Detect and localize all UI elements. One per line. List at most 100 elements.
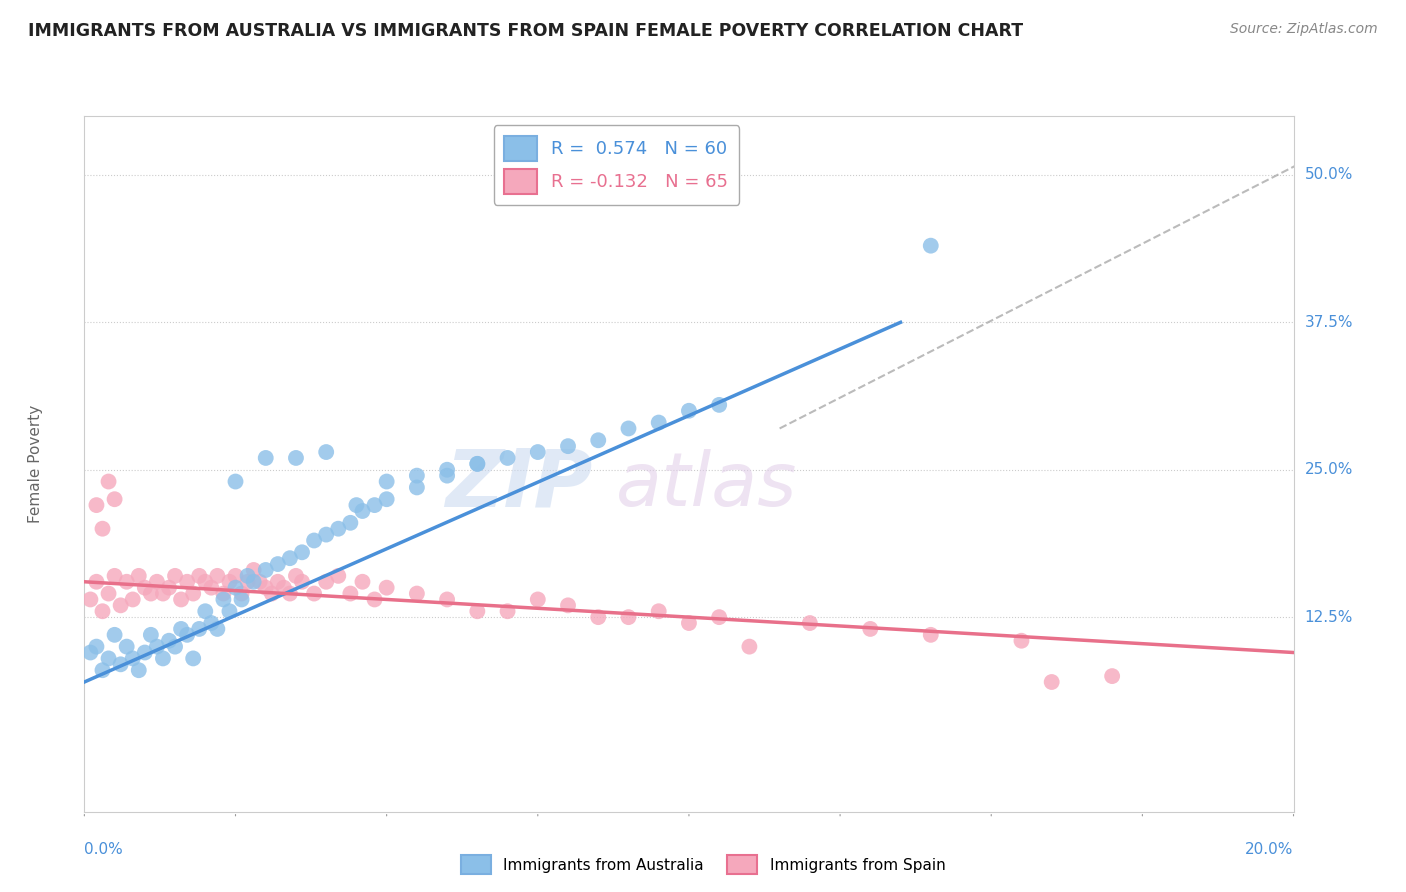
- Point: [110, 599, 132, 613]
- Text: 20.0%: 20.0%: [1246, 842, 1294, 857]
- Point: [121, 651, 143, 665]
- Point: [291, 545, 314, 559]
- Point: [146, 640, 169, 654]
- Point: [267, 574, 290, 589]
- Point: [799, 615, 821, 630]
- Point: [170, 592, 193, 607]
- Point: [315, 574, 337, 589]
- Point: [467, 457, 489, 471]
- Point: [176, 628, 198, 642]
- Point: [339, 516, 361, 530]
- Point: [647, 416, 671, 430]
- Point: [200, 615, 222, 630]
- Point: [406, 480, 429, 494]
- Point: [212, 592, 235, 607]
- Text: 25.0%: 25.0%: [1305, 462, 1353, 477]
- Point: [200, 581, 222, 595]
- Point: [236, 569, 259, 583]
- Point: [188, 569, 211, 583]
- Point: [254, 563, 277, 577]
- Point: [375, 581, 398, 595]
- Point: [163, 640, 186, 654]
- Point: [242, 563, 264, 577]
- Point: [242, 574, 264, 589]
- Point: [163, 569, 186, 583]
- Point: [225, 569, 247, 583]
- Point: [128, 569, 150, 583]
- Point: [617, 421, 640, 435]
- Point: [115, 640, 138, 654]
- Point: [139, 628, 162, 642]
- Point: [152, 651, 174, 665]
- Point: [363, 498, 385, 512]
- Point: [128, 663, 150, 677]
- Point: [104, 628, 127, 642]
- Point: [617, 610, 640, 624]
- Point: [436, 468, 458, 483]
- Point: [236, 574, 259, 589]
- Point: [267, 557, 290, 571]
- Point: [284, 569, 308, 583]
- Point: [339, 586, 361, 600]
- Point: [176, 574, 198, 589]
- Point: [97, 586, 120, 600]
- Point: [249, 574, 271, 589]
- Point: [588, 610, 610, 624]
- Point: [104, 569, 127, 583]
- Point: [920, 238, 942, 252]
- Text: IMMIGRANTS FROM AUSTRALIA VS IMMIGRANTS FROM SPAIN FEMALE POVERTY CORRELATION CH: IMMIGRANTS FROM AUSTRALIA VS IMMIGRANTS …: [28, 22, 1024, 40]
- Point: [157, 581, 180, 595]
- Text: 0.0%: 0.0%: [84, 842, 124, 857]
- Point: [738, 640, 761, 654]
- Point: [188, 622, 211, 636]
- Point: [110, 657, 132, 672]
- Point: [152, 586, 174, 600]
- Point: [212, 586, 235, 600]
- Point: [254, 581, 277, 595]
- Point: [86, 640, 108, 654]
- Point: [1040, 675, 1063, 690]
- Legend: R =  0.574   N = 60, R = -0.132   N = 65: R = 0.574 N = 60, R = -0.132 N = 65: [494, 125, 740, 205]
- Point: [375, 492, 398, 507]
- Point: [496, 450, 519, 465]
- Point: [115, 574, 138, 589]
- Point: [260, 586, 283, 600]
- Point: [328, 522, 350, 536]
- Point: [121, 592, 143, 607]
- Point: [79, 646, 101, 660]
- Point: [467, 604, 489, 618]
- Point: [315, 527, 337, 541]
- Point: [91, 522, 114, 536]
- Point: [273, 581, 295, 595]
- Point: [557, 439, 579, 453]
- Point: [352, 574, 374, 589]
- Point: [709, 610, 731, 624]
- Point: [157, 633, 180, 648]
- Text: atlas: atlas: [616, 449, 797, 521]
- Text: 37.5%: 37.5%: [1305, 315, 1353, 330]
- Point: [406, 586, 429, 600]
- Text: Source: ZipAtlas.com: Source: ZipAtlas.com: [1230, 22, 1378, 37]
- Point: [97, 651, 120, 665]
- Point: [134, 581, 156, 595]
- Point: [278, 551, 301, 566]
- Text: 50.0%: 50.0%: [1305, 168, 1353, 183]
- Point: [557, 599, 579, 613]
- Point: [436, 463, 458, 477]
- Point: [859, 622, 882, 636]
- Legend: Immigrants from Australia, Immigrants from Spain: Immigrants from Australia, Immigrants fr…: [454, 849, 952, 880]
- Point: [375, 475, 398, 489]
- Point: [315, 445, 337, 459]
- Point: [231, 592, 253, 607]
- Point: [207, 622, 229, 636]
- Point: [194, 604, 217, 618]
- Point: [139, 586, 162, 600]
- Point: [346, 498, 368, 512]
- Point: [218, 604, 240, 618]
- Text: 12.5%: 12.5%: [1305, 609, 1353, 624]
- Point: [406, 468, 429, 483]
- Point: [1101, 669, 1123, 683]
- Point: [86, 574, 108, 589]
- Point: [436, 592, 458, 607]
- Point: [328, 569, 350, 583]
